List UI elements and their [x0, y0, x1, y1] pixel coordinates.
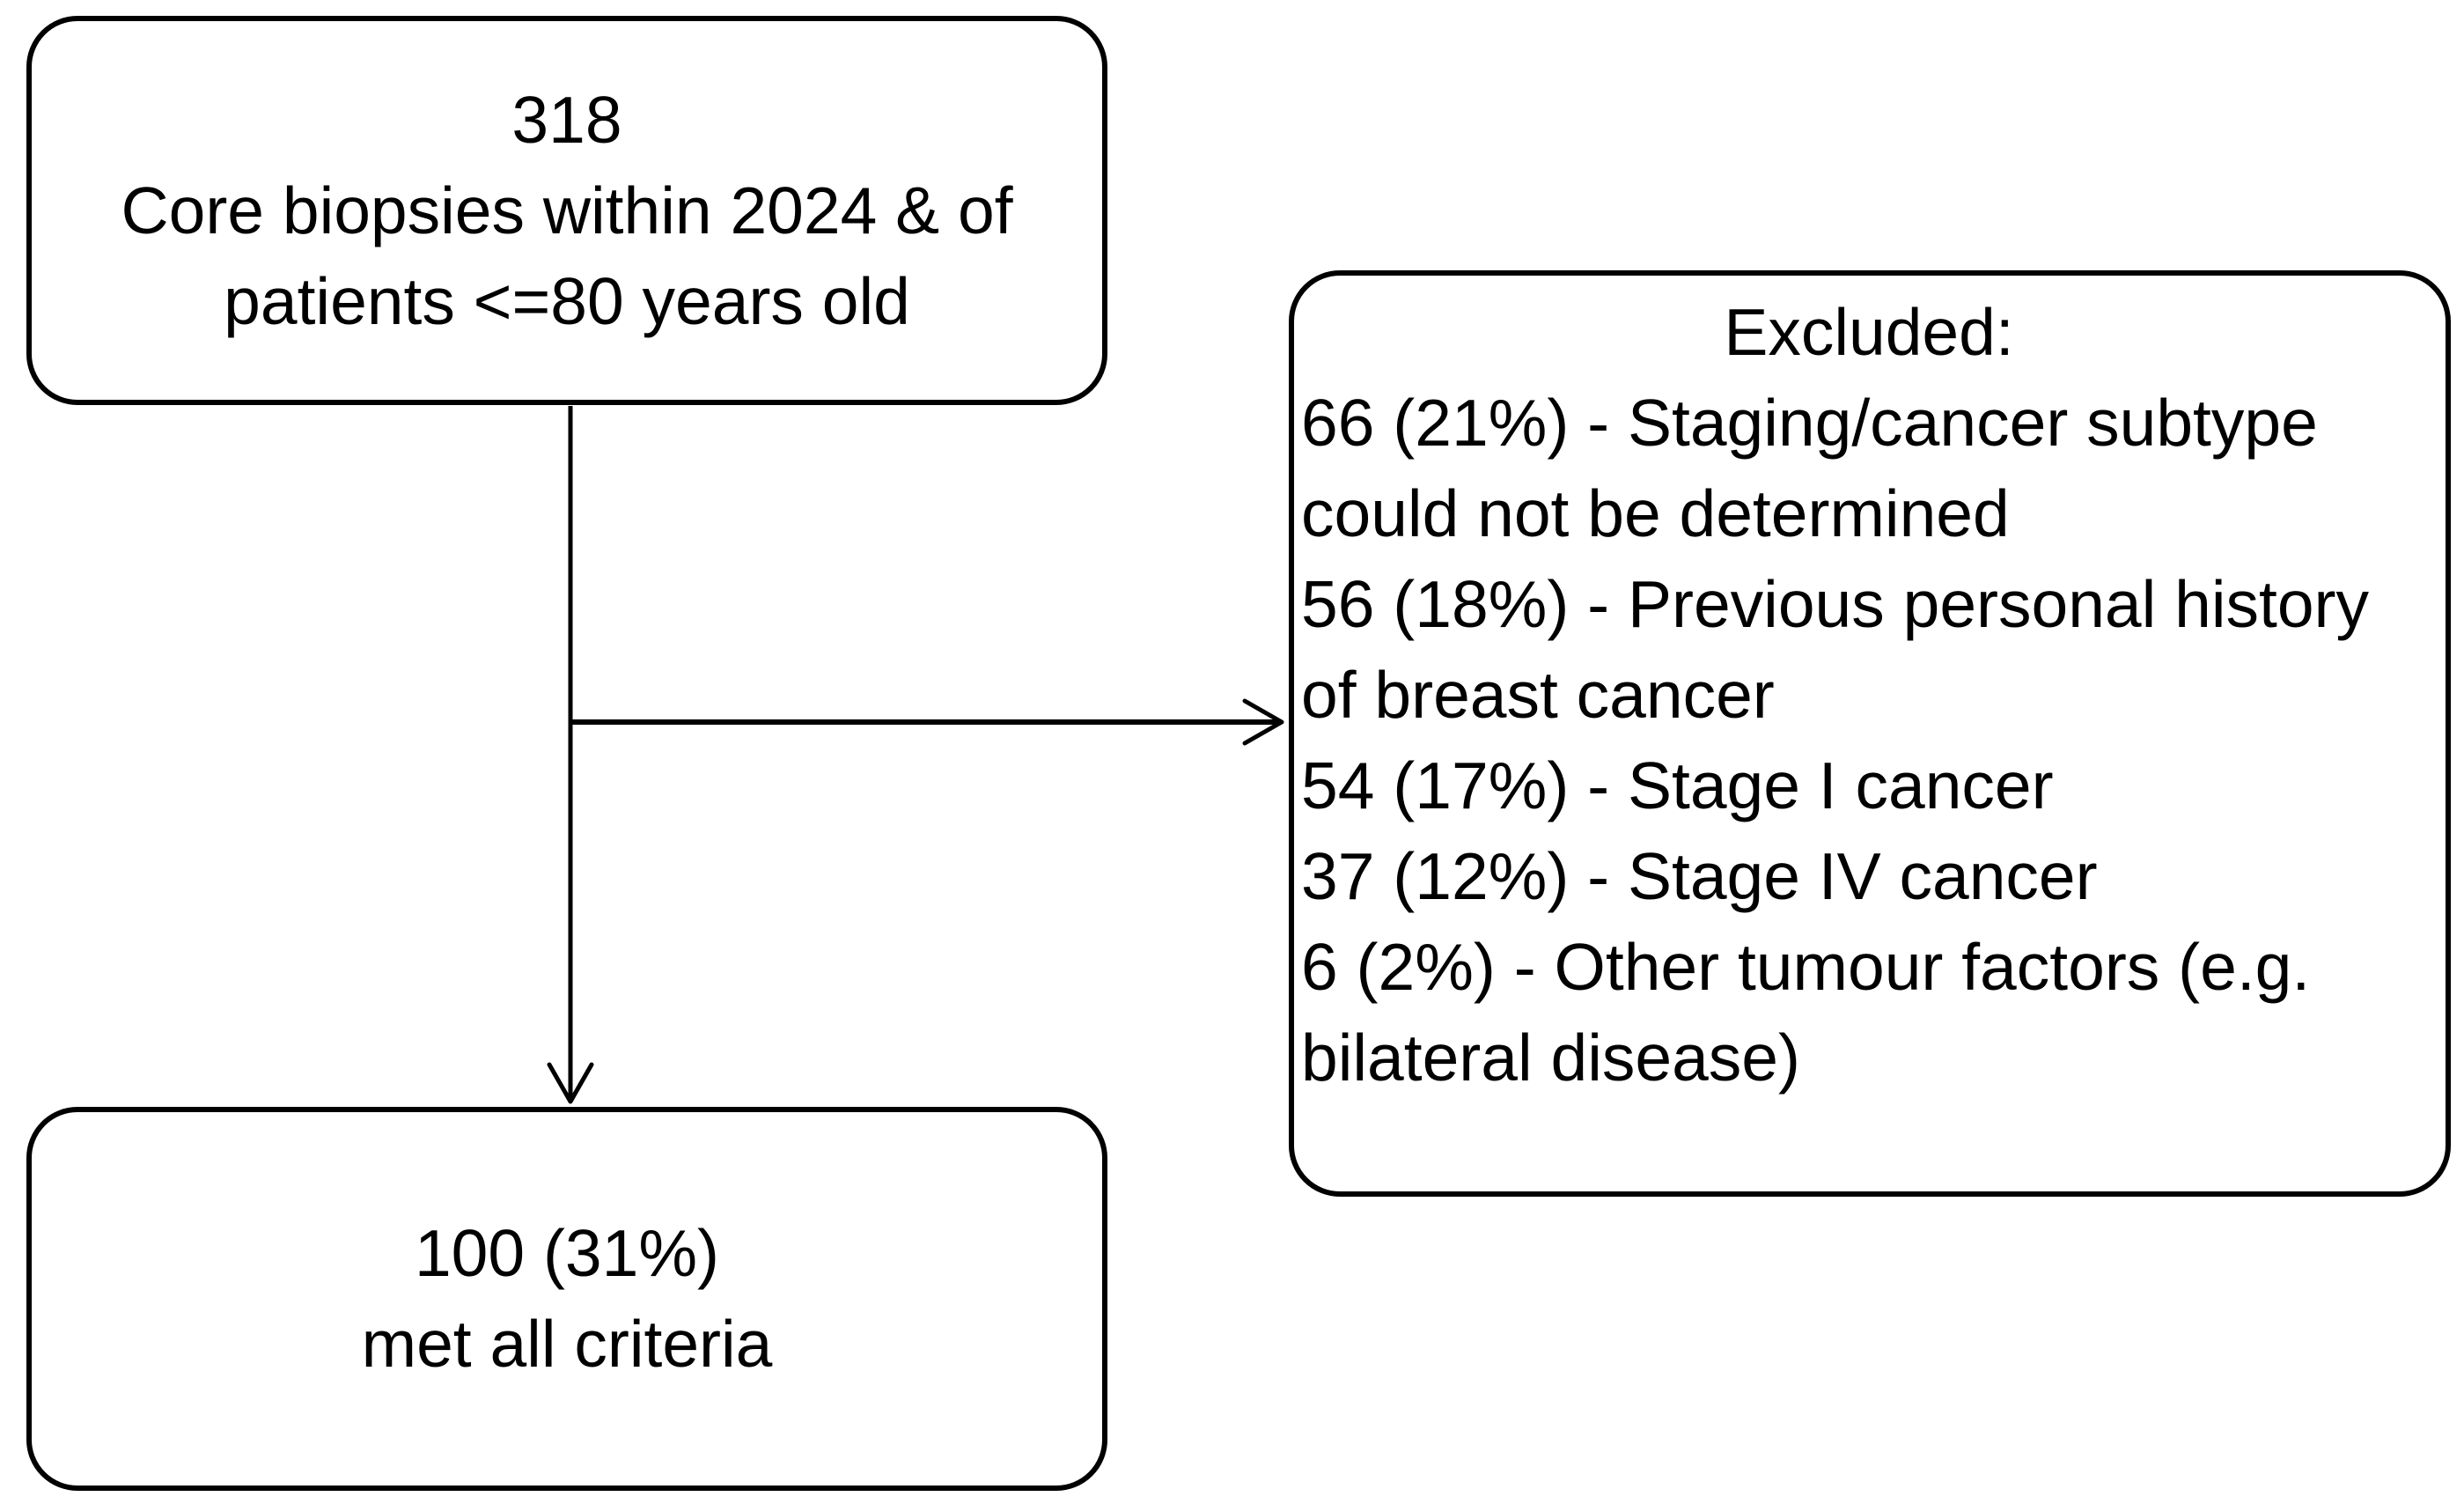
excluded-line-7: 6 (2%) - Other tumour factors (e.g.	[1301, 930, 2311, 1004]
source-population-box: 318 Core biopsies within 2024 & of patie…	[26, 16, 1107, 405]
result-description: met all criteria	[361, 1307, 773, 1381]
excluded-line-8: bilateral disease)	[1301, 1021, 1800, 1095]
arrowhead-right-icon	[1242, 698, 1284, 746]
source-description-line-2: patients <=80 years old	[224, 263, 910, 338]
excluded-box: Excluded: 66 (21%) - Staging/cancer subt…	[1289, 270, 2451, 1197]
source-count: 318	[511, 82, 622, 157]
excluded-line-3: 56 (18%) - Previous personal history	[1301, 567, 2370, 641]
result-box: 100 (31%) met all criteria	[26, 1107, 1107, 1491]
source-description-line-1: Core biopsies within 2024 & of	[121, 173, 1013, 247]
arrowhead-down-icon	[547, 1062, 594, 1104]
excluded-line-2: could not be determined	[1301, 476, 2010, 550]
excluded-line-4: of breast cancer	[1301, 658, 1775, 732]
result-count: 100 (31%)	[414, 1216, 720, 1290]
excluded-line-1: 66 (21%) - Staging/cancer subtype	[1301, 386, 2318, 460]
excluded-line-6: 37 (12%) - Stage IV cancer	[1301, 839, 2098, 913]
excluded-title: Excluded:	[1724, 295, 2014, 369]
excluded-line-5: 54 (17%) - Stage I cancer	[1301, 748, 2054, 822]
